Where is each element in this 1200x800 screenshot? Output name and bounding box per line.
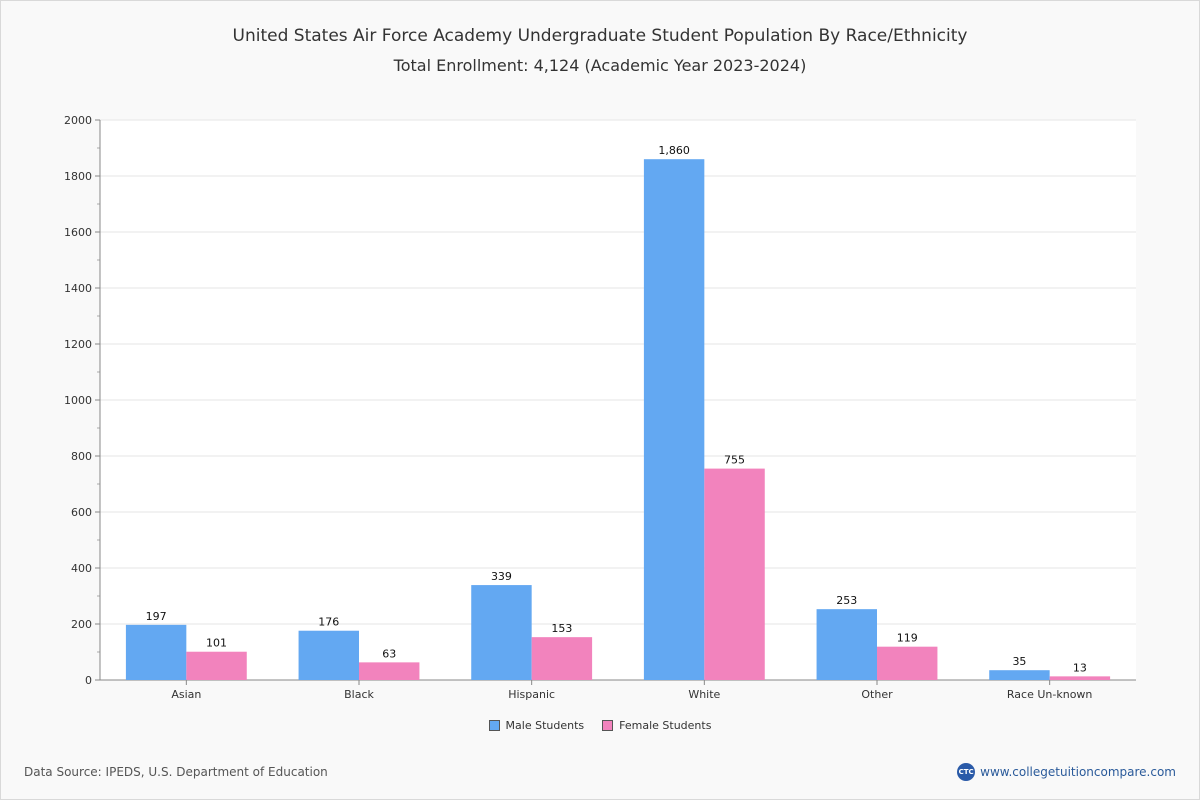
y-tick-label: 0 (85, 674, 92, 687)
data-label: 63 (382, 647, 396, 660)
data-label: 1,860 (658, 144, 690, 157)
data-label: 339 (491, 570, 512, 583)
legend: Male Students Female Students (0, 719, 1200, 732)
chart-title: United States Air Force Academy Undergra… (232, 26, 968, 46)
data-label: 35 (1012, 655, 1026, 668)
y-tick-label: 200 (71, 618, 92, 631)
data-label: 755 (724, 454, 745, 467)
data-label: 101 (206, 637, 227, 650)
y-tick-label: 800 (71, 450, 92, 463)
bar-female (531, 637, 593, 680)
y-tick-label: 1400 (64, 282, 92, 295)
legend-swatch-male (488, 720, 500, 731)
y-tick-label: 1200 (64, 338, 92, 351)
y-tick-label: 1800 (64, 170, 92, 183)
x-tick-label: White (688, 688, 720, 701)
x-tick-label: Asian (171, 688, 201, 701)
bar-male (471, 585, 532, 680)
data-label: 153 (551, 622, 572, 635)
legend-item-female[interactable]: Female Students (602, 719, 711, 732)
y-tick-label: 1600 (64, 226, 92, 239)
data-source-note: Data Source: IPEDS, U.S. Department of E… (24, 765, 328, 779)
brand-link[interactable]: CTC www.collegetuitioncompare.com (957, 763, 1176, 781)
data-label: 197 (146, 610, 167, 623)
y-tick-label: 2000 (64, 114, 92, 127)
legend-label-male: Male Students (505, 719, 585, 732)
bar-female (186, 651, 247, 680)
brand-url: www.collegetuitioncompare.com (980, 765, 1176, 779)
bar-female (1049, 676, 1111, 680)
y-tick-label: 1000 (64, 394, 92, 407)
bar-male (125, 624, 187, 680)
chart-subtitle: Total Enrollment: 4,124 (Academic Year 2… (393, 56, 807, 75)
bar-female (359, 662, 420, 680)
x-tick-label: Race Un-known (1007, 688, 1093, 701)
legend-item-male[interactable]: Male Students (488, 719, 585, 732)
data-label: 119 (897, 632, 918, 645)
bar-female (877, 646, 938, 680)
y-tick-label: 600 (71, 506, 92, 519)
brand-logo-icon: CTC (957, 763, 976, 781)
x-tick-label: Hispanic (508, 688, 555, 701)
legend-label-female: Female Students (619, 719, 712, 732)
bar-male (989, 670, 1050, 680)
data-label: 176 (318, 616, 339, 629)
bar-female (704, 468, 765, 680)
legend-swatch-female (602, 720, 614, 731)
x-tick-label: Other (861, 688, 893, 701)
bar-male (298, 630, 359, 680)
bar-male (643, 159, 705, 680)
y-tick-label: 400 (71, 562, 92, 575)
data-label: 253 (836, 594, 857, 607)
x-tick-label: Black (344, 688, 374, 701)
bar-male (816, 609, 877, 680)
data-label: 13 (1073, 661, 1087, 674)
